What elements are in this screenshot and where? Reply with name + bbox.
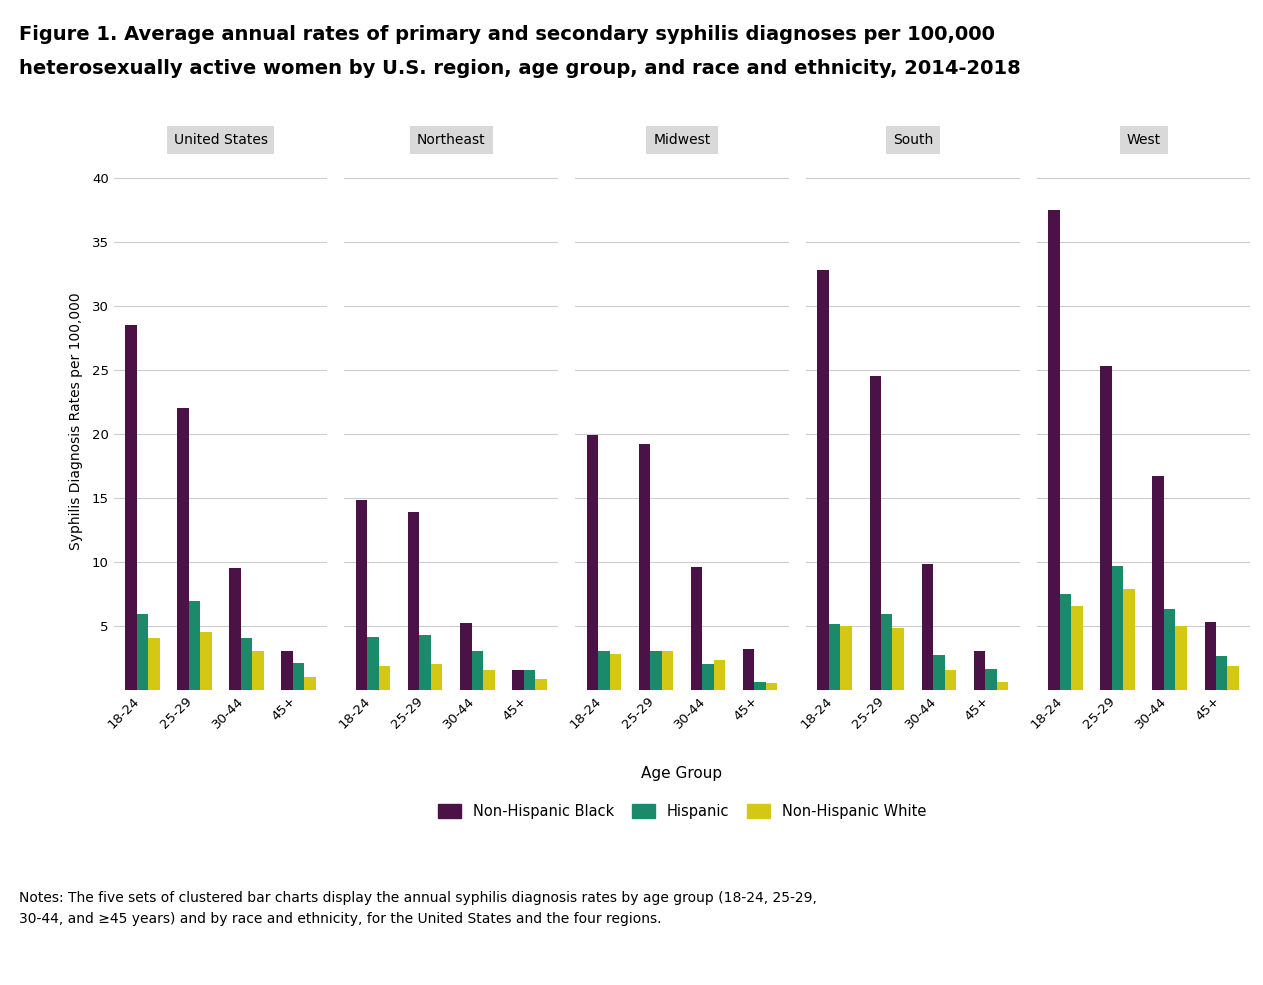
Title: United States: United States bbox=[173, 133, 268, 148]
Bar bbox=[840, 625, 851, 690]
Bar bbox=[356, 500, 368, 690]
Bar bbox=[471, 651, 482, 690]
Bar bbox=[1228, 667, 1239, 689]
Title: South: South bbox=[893, 133, 933, 148]
Bar bbox=[702, 664, 714, 689]
Title: Northeast: Northeast bbox=[417, 133, 485, 148]
Bar bbox=[177, 409, 188, 690]
Bar bbox=[1216, 656, 1228, 689]
Bar bbox=[368, 637, 379, 690]
Bar bbox=[754, 682, 765, 690]
Bar bbox=[304, 677, 316, 690]
Bar bbox=[536, 680, 547, 690]
Bar bbox=[933, 655, 945, 690]
Bar bbox=[743, 648, 754, 689]
Bar bbox=[882, 614, 893, 689]
Bar bbox=[1048, 210, 1060, 690]
Bar bbox=[599, 651, 610, 690]
Bar bbox=[817, 270, 829, 690]
Bar bbox=[1164, 609, 1176, 690]
Text: Age Group: Age Group bbox=[642, 765, 722, 781]
Bar bbox=[922, 564, 933, 690]
Bar bbox=[419, 634, 431, 690]
Bar bbox=[230, 568, 241, 689]
Bar bbox=[1152, 476, 1164, 690]
Bar bbox=[1060, 594, 1071, 689]
Bar bbox=[1111, 565, 1123, 690]
Bar bbox=[945, 671, 956, 690]
Bar bbox=[241, 638, 253, 689]
Bar bbox=[691, 566, 702, 690]
Bar bbox=[586, 435, 599, 690]
Bar bbox=[765, 684, 778, 689]
Y-axis label: Syphilis Diagnosis Rates per 100,000: Syphilis Diagnosis Rates per 100,000 bbox=[69, 293, 83, 550]
Bar bbox=[293, 663, 304, 690]
Bar bbox=[524, 671, 536, 690]
Bar bbox=[482, 671, 495, 690]
Bar bbox=[148, 638, 159, 689]
Bar bbox=[379, 667, 390, 689]
Bar bbox=[985, 669, 997, 690]
Bar bbox=[513, 671, 524, 690]
Bar bbox=[431, 664, 442, 689]
Bar bbox=[408, 512, 419, 690]
Bar bbox=[893, 628, 904, 690]
Bar bbox=[200, 632, 212, 690]
Bar bbox=[125, 325, 136, 690]
Bar bbox=[1071, 607, 1082, 690]
Bar bbox=[460, 624, 471, 690]
Text: Figure 1. Average annual rates of primary and secondary syphilis diagnoses per 1: Figure 1. Average annual rates of primar… bbox=[19, 25, 995, 43]
Bar bbox=[253, 651, 264, 690]
Bar bbox=[974, 651, 985, 690]
Bar bbox=[997, 682, 1008, 690]
Bar bbox=[639, 444, 650, 690]
Bar bbox=[1205, 622, 1216, 689]
Bar bbox=[650, 651, 662, 690]
Bar bbox=[662, 651, 673, 690]
Text: heterosexually active women by U.S. region, age group, and race and ethnicity, 2: heterosexually active women by U.S. regi… bbox=[19, 59, 1021, 78]
Bar bbox=[1176, 625, 1187, 690]
Bar bbox=[188, 601, 200, 690]
Bar bbox=[714, 660, 725, 690]
Bar bbox=[869, 376, 882, 690]
Bar bbox=[136, 614, 148, 689]
Bar bbox=[829, 624, 840, 690]
Text: Notes: The five sets of clustered bar charts display the annual syphilis diagnos: Notes: The five sets of clustered bar ch… bbox=[19, 891, 817, 926]
Bar bbox=[1123, 588, 1134, 690]
Bar bbox=[1100, 366, 1111, 690]
Legend: Non-Hispanic Black, Hispanic, Non-Hispanic White: Non-Hispanic Black, Hispanic, Non-Hispan… bbox=[432, 799, 932, 825]
Bar bbox=[610, 654, 621, 690]
Bar bbox=[282, 651, 293, 690]
Title: Midwest: Midwest bbox=[653, 133, 711, 148]
Title: West: West bbox=[1127, 133, 1161, 148]
